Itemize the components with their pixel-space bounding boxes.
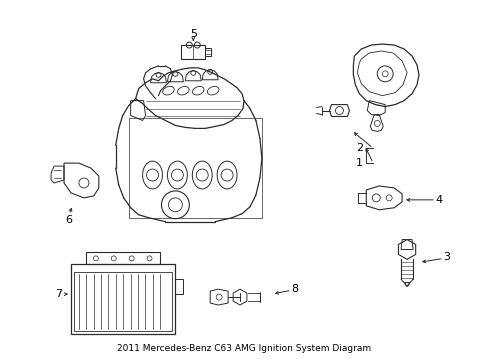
- Text: 7: 7: [55, 289, 62, 299]
- Text: 5: 5: [189, 29, 196, 39]
- Text: 6: 6: [65, 215, 72, 225]
- Text: 2011 Mercedes-Benz C63 AMG Ignition System Diagram: 2011 Mercedes-Benz C63 AMG Ignition Syst…: [117, 344, 370, 353]
- Text: 1: 1: [355, 158, 362, 168]
- Text: 4: 4: [434, 195, 442, 205]
- Text: 3: 3: [443, 252, 449, 262]
- Text: 8: 8: [290, 284, 298, 294]
- Text: 2: 2: [355, 143, 362, 153]
